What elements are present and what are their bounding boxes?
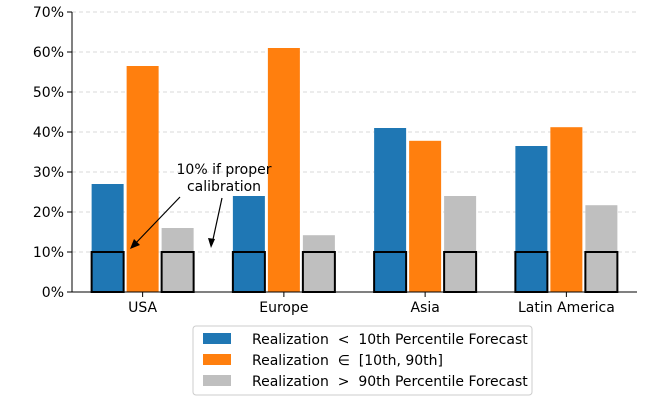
legend: Realization < 10th Percentile Forecast R…	[192, 325, 533, 396]
legend-swatch-0	[203, 333, 231, 344]
bar-latin-america-series-0	[515, 146, 548, 292]
legend-swatch-2	[203, 375, 231, 386]
legend-label-2: Realization > 90th Percentile Forecast	[252, 374, 528, 390]
annotation-arrowhead-2	[208, 238, 215, 248]
legend-frame	[192, 325, 533, 396]
bar-europe-series-2	[302, 235, 335, 292]
bar-usa-series-0	[91, 184, 124, 292]
y-tick-label: 20%	[33, 205, 64, 221]
legend-label-0: Realization < 10th Percentile Forecast	[252, 332, 528, 348]
x-ticks: USA Europe Asia Latin America	[128, 292, 615, 316]
y-tick-label: 10%	[33, 245, 64, 261]
bar-latin-america-series-1	[550, 127, 583, 292]
legend-label-1: Realization ∈ [10th, 90th]	[252, 353, 443, 369]
y-tick-label: 50%	[33, 85, 64, 101]
bar-latin-america-series-2	[585, 205, 618, 292]
annotation-arrowhead-1	[130, 239, 140, 249]
annotation-arrow-2	[211, 197, 223, 245]
bar-asia-series-1	[409, 140, 442, 292]
y-tick-label: 60%	[33, 45, 64, 61]
y-tick-label: 40%	[33, 125, 64, 141]
x-tick-label: Europe	[259, 300, 308, 316]
bar-asia-series-2	[444, 196, 477, 292]
x-tick-label: Asia	[410, 300, 439, 316]
bar-asia-series-0	[374, 128, 407, 292]
y-tick-label: 30%	[33, 165, 64, 181]
y-tick-label: 0%	[42, 285, 64, 301]
bar-europe-series-1	[267, 48, 300, 292]
bar-europe-series-0	[232, 196, 265, 292]
annotation-line-1: 10% if proper	[177, 162, 272, 178]
x-tick-label: Latin America	[518, 300, 615, 316]
legend-swatch-1	[203, 354, 231, 365]
bars	[91, 48, 618, 292]
bar-usa-series-2	[161, 228, 194, 292]
annotation: 10% if proper calibration	[130, 162, 272, 249]
bar-usa-series-1	[126, 66, 159, 292]
y-tick-label: 70%	[33, 5, 64, 21]
x-tick-label: USA	[128, 300, 157, 316]
annotation-line-2: calibration	[187, 179, 261, 195]
axes	[71, 12, 637, 293]
y-ticks: 0% 10% 20% 30% 40% 50% 60% 70%	[33, 5, 72, 301]
annotation-arrow-1	[132, 196, 181, 247]
